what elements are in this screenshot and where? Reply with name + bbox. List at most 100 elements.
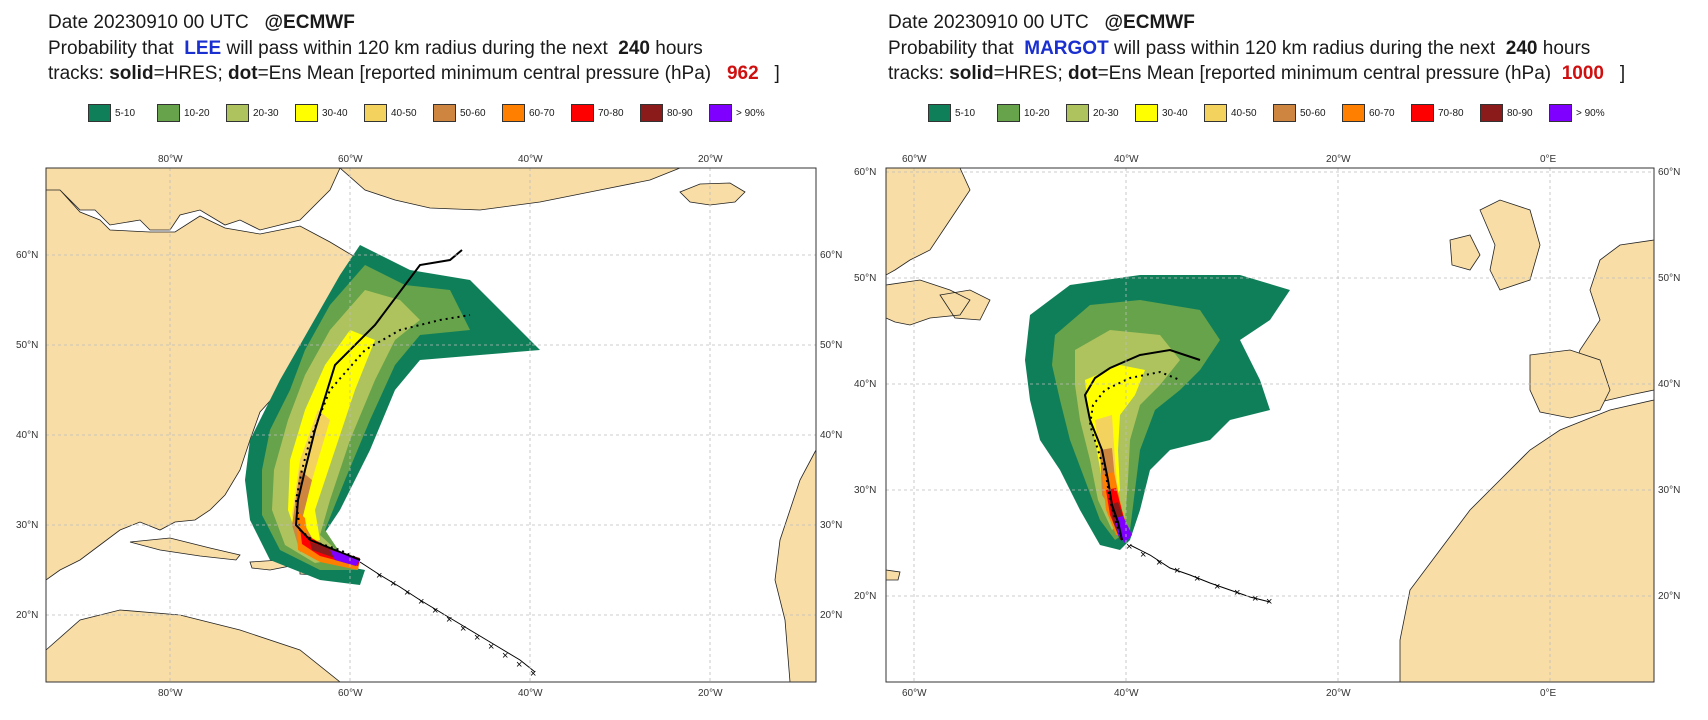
legend-swatch — [364, 104, 387, 122]
svg-text:×: × — [530, 668, 536, 680]
legend-label: 20-30 — [1093, 107, 1119, 119]
lon-label-bottom: 80°W — [158, 688, 183, 699]
lon-label-top: 80°W — [158, 154, 183, 165]
legend-label: 20-30 — [253, 107, 279, 119]
svg-text:×: × — [404, 587, 410, 599]
legend-label: 30-40 — [1162, 107, 1188, 119]
lat-label-left: 50°N — [854, 273, 876, 284]
observed-track — [359, 561, 536, 673]
svg-text:×: × — [418, 596, 424, 608]
lon-label-top: 40°W — [1114, 154, 1139, 165]
left-panel: Date 20230910 00 UTC @ECMWF Probability … — [16, 12, 842, 699]
legend-label: 70-80 — [1438, 107, 1464, 119]
lat-label-left: 40°N — [854, 379, 876, 390]
observed-track-marks: × × × × × × × × × — [1126, 541, 1272, 608]
lat-label-right: 30°N — [1658, 485, 1680, 496]
legend-label: 60-70 — [529, 107, 555, 119]
legend-item: 30-40 — [1135, 104, 1204, 122]
svg-text:×: × — [432, 605, 438, 617]
legend-label: > 90% — [736, 107, 765, 119]
legend-item: 50-60 — [433, 104, 502, 122]
lat-label-right: 30°N — [820, 520, 842, 531]
storm-name: MARGOT — [1024, 38, 1109, 59]
legend-label: 5-10 — [115, 107, 136, 119]
legend-swatch — [1411, 104, 1434, 122]
legend-label: 5-10 — [955, 107, 976, 119]
legend-item: 60-70 — [1342, 104, 1411, 122]
legend-item: 20-30 — [1066, 104, 1135, 122]
observed-track-marks: × × × × × × × × × × × × — [376, 570, 536, 680]
svg-text:×: × — [1214, 581, 1220, 593]
lat-label-left: 40°N — [16, 430, 38, 441]
legend-label: 70-80 — [598, 107, 624, 119]
map-frame — [45, 167, 817, 683]
lat-label-right: 20°N — [1658, 591, 1680, 602]
svg-text:×: × — [1140, 549, 1146, 561]
hres-track — [1083, 348, 1201, 541]
greenland-landmass — [338, 167, 681, 211]
legend-label: 50-60 — [1300, 107, 1326, 119]
lat-label-right: 40°N — [820, 430, 842, 441]
left-map: ×××× ×××× ×××× 80°W 60°W 40°W 20°W 80°W … — [16, 154, 842, 699]
caribbean-islands — [885, 569, 901, 581]
legend-item: 80-90 — [1480, 104, 1549, 122]
legend-item: 60-70 — [502, 104, 571, 122]
lon-label-bottom: 20°W — [698, 688, 723, 699]
legend-item: 10-20 — [997, 104, 1066, 122]
map-frame — [885, 167, 1655, 683]
legend-label: 40-50 — [1231, 107, 1257, 119]
lon-label-bottom: 20°W — [1326, 688, 1351, 699]
right-map: × × × × × × × × × 60°W 40°W 20°W 0°E 60°W 40°W… — [854, 154, 1680, 699]
british-isles — [1449, 199, 1541, 291]
legend-swatch — [295, 104, 318, 122]
lon-label-top: 60°W — [902, 154, 927, 165]
legend-swatch — [1135, 104, 1158, 122]
lat-label-right: 50°N — [1658, 273, 1680, 284]
legend-label: 80-90 — [1507, 107, 1533, 119]
svg-text:×: × — [1126, 541, 1132, 553]
legend-item: > 90% — [1549, 104, 1618, 122]
right-probability-line: Probability that MARGOT will pass within… — [888, 38, 1591, 59]
legend-swatch — [709, 104, 732, 122]
left-date-line: Date 20230910 00 UTC @ECMWF — [48, 12, 355, 33]
legend-swatch — [1204, 104, 1227, 122]
lon-label-top: 60°W — [338, 154, 363, 165]
legend-swatch — [1342, 104, 1365, 122]
legend-label: 50-60 — [460, 107, 486, 119]
lat-label-left: 50°N — [16, 340, 38, 351]
lat-label-left: 30°N — [854, 485, 876, 496]
graticule — [886, 168, 1654, 682]
left-tracks-line: tracks: solid=HRES; dot=Ens Mean [report… — [48, 63, 780, 84]
lat-label-left: 60°N — [854, 167, 876, 178]
svg-text:×: × — [502, 650, 508, 662]
legend-swatch — [1273, 104, 1296, 122]
svg-text:×: × — [446, 614, 452, 626]
svg-text:×: × — [474, 632, 480, 644]
pressure-value: 962 — [726, 63, 759, 84]
svg-text:×: × — [1156, 557, 1162, 569]
legend-swatch — [571, 104, 594, 122]
lat-label-left: 20°N — [16, 610, 38, 621]
lon-label-top: 20°W — [1326, 154, 1351, 165]
svg-text:×: × — [1266, 596, 1272, 608]
legend-label: 40-50 — [391, 107, 417, 119]
lon-label-bottom: 40°W — [518, 688, 543, 699]
svg-text:×: × — [390, 578, 396, 590]
lat-label-left: 20°N — [854, 591, 876, 602]
probability-swath — [1025, 275, 1290, 550]
legend-item: 10-20 — [157, 104, 226, 122]
legend-item: 50-60 — [1273, 104, 1342, 122]
legend-swatch — [433, 104, 456, 122]
legend-swatch — [640, 104, 663, 122]
lat-label-right: 60°N — [820, 250, 842, 261]
north-america-landmass — [885, 167, 991, 326]
legend-swatch — [502, 104, 525, 122]
lat-label-right: 50°N — [820, 340, 842, 351]
legend-label: 60-70 — [1369, 107, 1395, 119]
right-legend: 5-10 10-20 20-30 30-40 40-50 50-60 60-70 70-80 8… — [928, 104, 1618, 122]
lon-label-top: 20°W — [698, 154, 723, 165]
legend-item: 40-50 — [364, 104, 433, 122]
legend-label: 10-20 — [184, 107, 210, 119]
legend-item: 30-40 — [295, 104, 364, 122]
legend-label: 10-20 — [1024, 107, 1050, 119]
